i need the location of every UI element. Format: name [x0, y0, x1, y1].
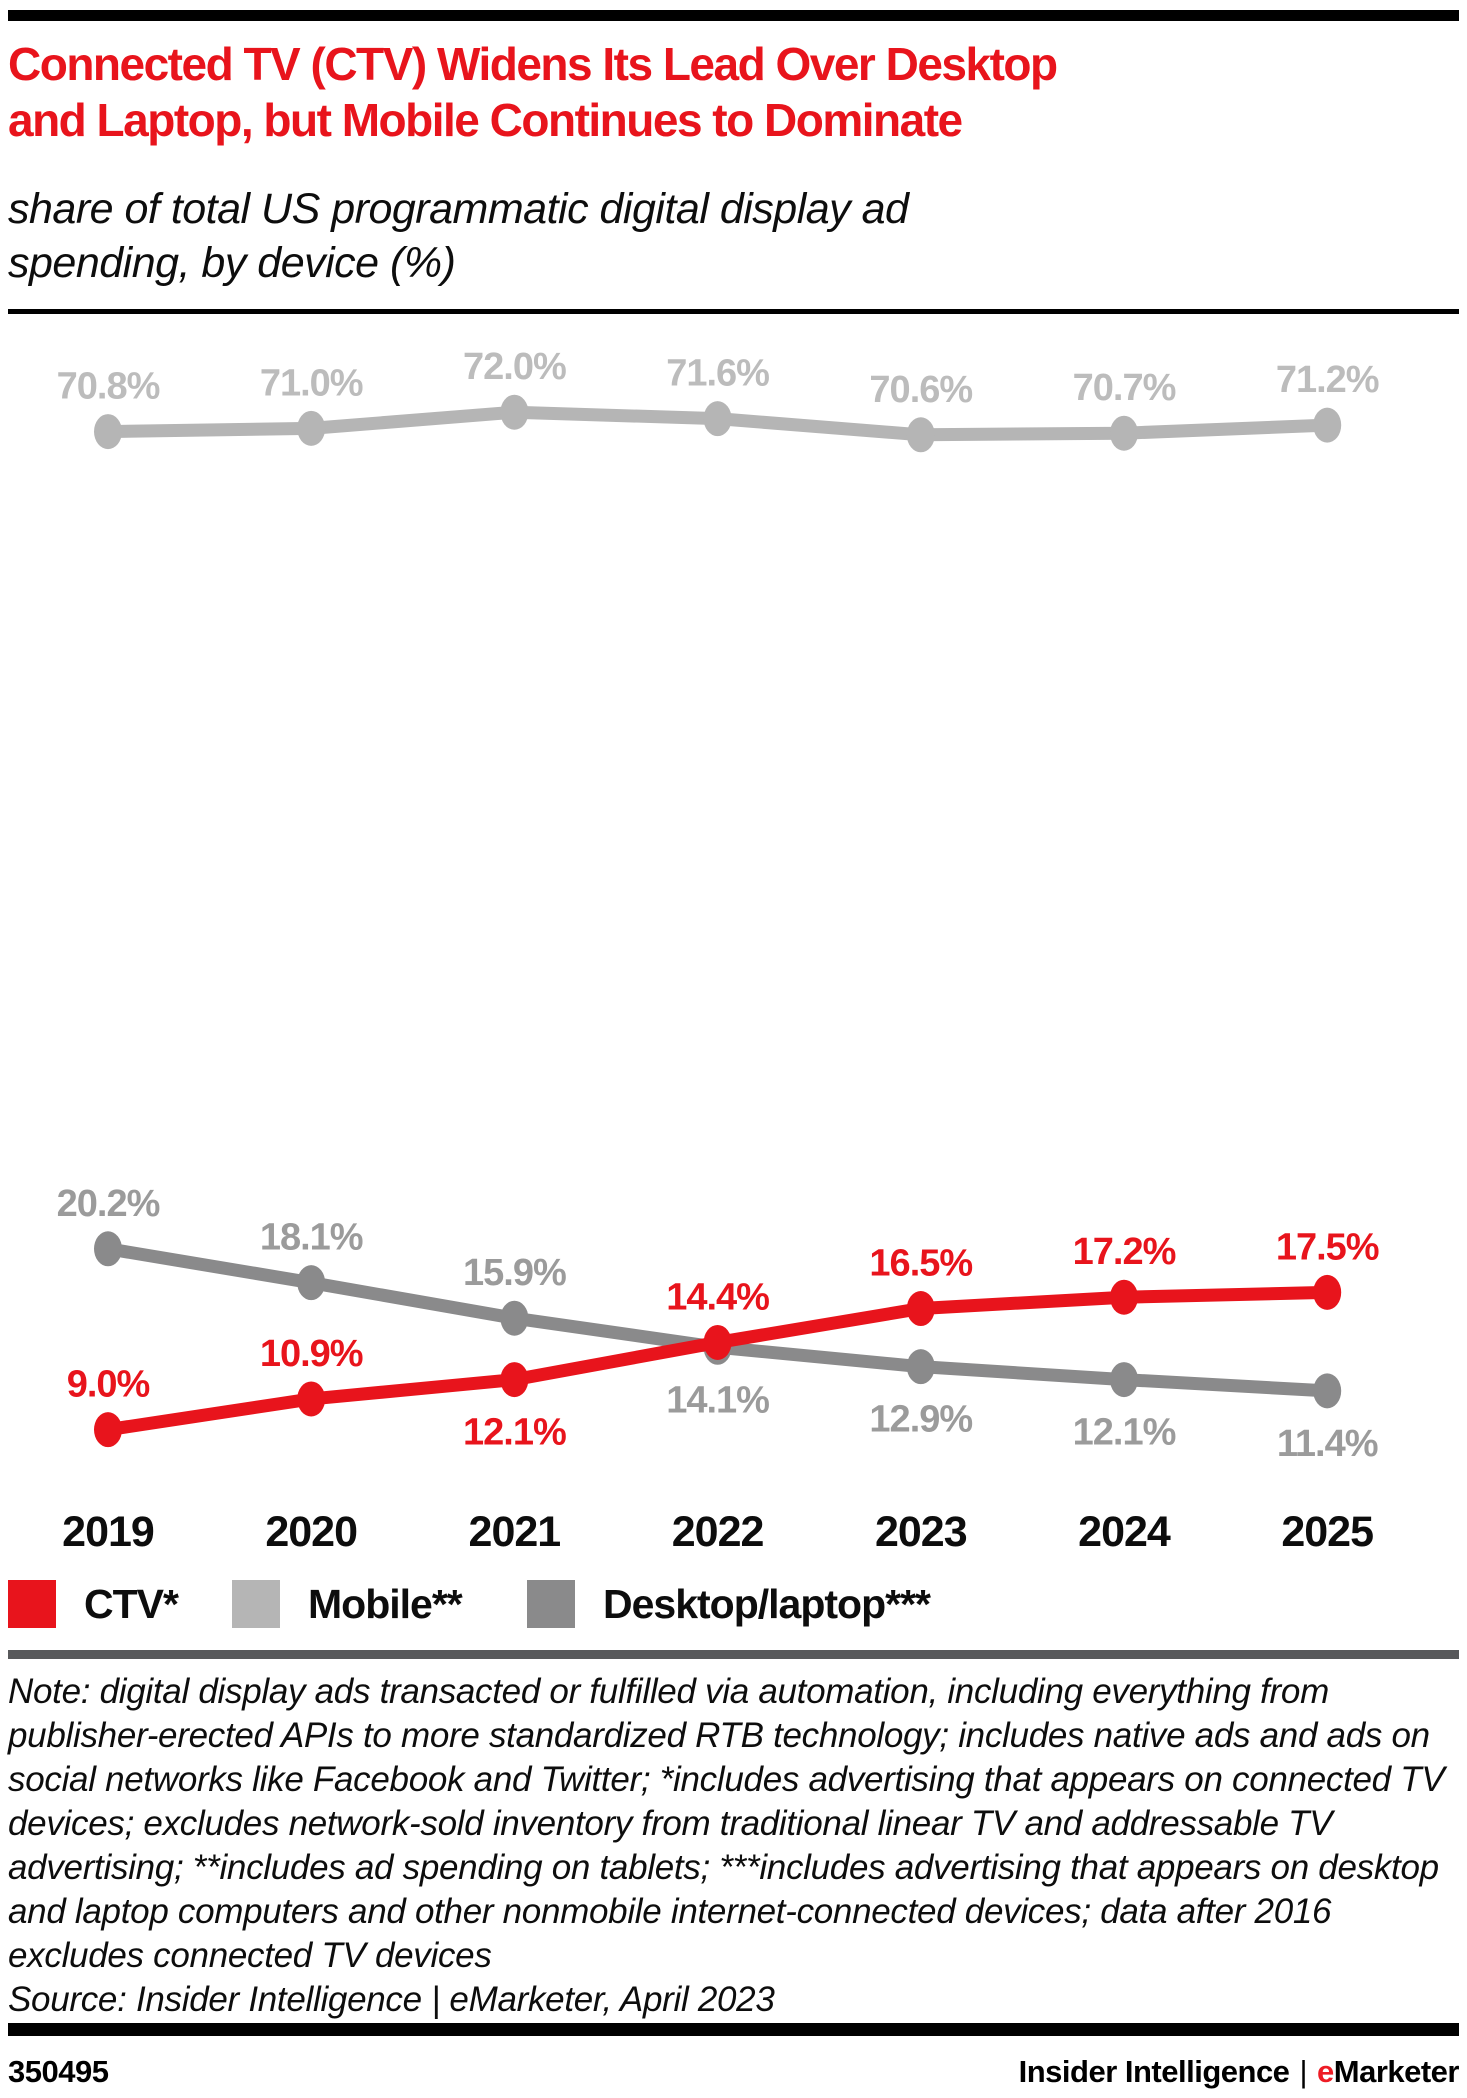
data-label-desktop: 18.1%: [260, 1217, 363, 1259]
data-point-ctv: [94, 1412, 122, 1448]
data-point-mobile: [297, 410, 326, 446]
legend-item-mobile: Mobile**: [232, 1580, 463, 1628]
data-label-ctv: 16.5%: [869, 1243, 972, 1285]
brand-lockup: Insider Intelligence | eMarketer: [1018, 2054, 1460, 2090]
data-point-ctv: [1313, 1274, 1342, 1310]
legend: CTV* Mobile** Desktop/laptop***: [0, 1580, 1467, 1630]
data-label-mobile: 71.0%: [260, 362, 363, 404]
data-point-desktop: [1110, 1362, 1138, 1398]
x-axis-label-2025: 2025: [1281, 1508, 1374, 1556]
note: Note: digital display ads transacted or …: [8, 1670, 1457, 2022]
brand-separator: |: [1299, 2054, 1307, 2089]
data-point-mobile: [500, 394, 529, 430]
data-point-mobile: [703, 401, 732, 437]
legend-label-mobile: Mobile**: [308, 1580, 463, 1627]
brand-emarketer-rest: Marketer: [1333, 2054, 1460, 2089]
data-label-ctv: 12.1%: [463, 1412, 566, 1454]
note-divider: [8, 1650, 1459, 1659]
x-axis-label-2023: 2023: [874, 1508, 968, 1556]
brand-insider-intelligence: Insider Intelligence: [1018, 2054, 1290, 2089]
header-divider: [8, 309, 1459, 314]
footer: 350495 Insider Intelligence | eMarketer: [8, 2054, 1460, 2094]
page-subtitle: share of total US programmatic digital d…: [8, 182, 1459, 290]
data-point-desktop: [500, 1300, 529, 1336]
data-label-ctv: 9.0%: [67, 1364, 150, 1406]
data-label-mobile: 70.8%: [57, 366, 160, 408]
data-point-mobile: [1110, 415, 1138, 451]
page-title: Connected TV (CTV) Widens Its Lead Over …: [8, 36, 1459, 148]
note-text: Note: digital display ads transacted or …: [8, 1672, 1445, 1975]
legend-item-desktop: Desktop/laptop***: [527, 1580, 931, 1628]
data-label-mobile: 72.0%: [463, 346, 566, 388]
x-axis-label-2024: 2024: [1078, 1508, 1171, 1556]
data-point-mobile: [94, 414, 122, 450]
data-label-mobile: 71.6%: [666, 353, 769, 395]
page-subtitle-line1: share of total US programmatic digital d…: [8, 185, 909, 233]
data-point-desktop: [906, 1349, 935, 1385]
data-label-desktop: 11.4%: [1277, 1423, 1378, 1465]
data-point-mobile: [1313, 407, 1342, 443]
data-label-ctv: 17.5%: [1276, 1226, 1379, 1268]
data-label-desktop: 12.9%: [869, 1399, 972, 1441]
legend-label-desktop: Desktop/laptop***: [603, 1580, 931, 1627]
x-axis: 2019 2020 2021 2022 2023 2024 2025: [0, 1508, 1467, 1558]
data-point-ctv: [500, 1362, 529, 1398]
source-text: Source: Insider Intelligence | eMarketer…: [8, 1980, 775, 2019]
data-label-ctv: 17.2%: [1073, 1231, 1176, 1273]
data-point-desktop: [1313, 1373, 1342, 1409]
data-label-mobile: 70.6%: [869, 369, 972, 411]
line-chart: 70.8% 71.0% 72.0% 71.6% 70.6% 70.7% 71.2% 20.2%…: [57, 346, 1380, 1465]
data-point-ctv: [906, 1291, 935, 1327]
data-label-desktop: 15.9%: [463, 1252, 566, 1294]
legend-swatch-mobile: [232, 1580, 280, 1628]
data-point-ctv: [1110, 1279, 1138, 1315]
x-axis-label-2020: 2020: [265, 1508, 358, 1556]
x-axis-label-2021: 2021: [468, 1508, 562, 1556]
brand-emarketer-e: e: [1317, 2054, 1334, 2089]
legend-label-ctv: CTV*: [84, 1580, 179, 1627]
page-title-line1: Connected TV (CTV) Widens Its Lead Over …: [8, 38, 1058, 90]
x-axis-label-2019: 2019: [62, 1508, 155, 1556]
data-label-mobile: 70.7%: [1073, 367, 1176, 409]
x-axis-label-2022: 2022: [671, 1508, 765, 1556]
footer-divider: [8, 2023, 1459, 2036]
data-label-desktop: 20.2%: [57, 1183, 160, 1225]
data-label-ctv: 14.4%: [666, 1276, 769, 1318]
data-point-desktop: [297, 1265, 326, 1301]
page-subtitle-line2: spending, by device (%): [8, 239, 456, 287]
data-label-desktop: 12.1%: [1073, 1412, 1176, 1454]
data-label-mobile: 71.2%: [1276, 359, 1379, 401]
data-point-ctv: [703, 1324, 732, 1360]
chart-id: 350495: [8, 2054, 109, 2089]
data-point-mobile: [906, 417, 935, 453]
data-label-desktop: 14.1%: [666, 1379, 769, 1421]
data-point-ctv: [297, 1381, 326, 1417]
legend-swatch-ctv: [8, 1580, 56, 1628]
legend-item-ctv: CTV*: [8, 1580, 179, 1628]
top-black-bar: [8, 10, 1459, 21]
legend-swatch-desktop: [527, 1580, 575, 1628]
data-label-ctv: 10.9%: [260, 1333, 363, 1375]
data-point-desktop: [94, 1231, 122, 1267]
page-title-line2: and Laptop, but Mobile Continues to Domi…: [8, 94, 963, 146]
